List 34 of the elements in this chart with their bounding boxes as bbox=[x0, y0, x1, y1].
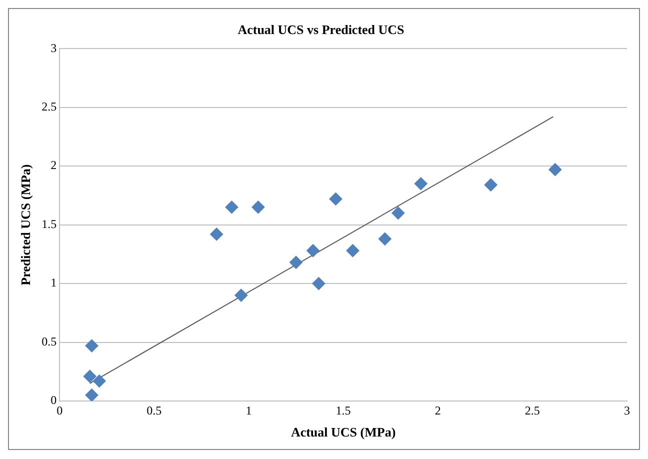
point bbox=[290, 256, 303, 269]
x-tick-label: 1 bbox=[246, 403, 252, 418]
y-tick-label: 3 bbox=[50, 40, 57, 55]
y-tick-label: 1.5 bbox=[42, 216, 57, 231]
point bbox=[252, 200, 265, 214]
y-tick-label: 0 bbox=[50, 393, 57, 408]
y-tick-label: 1 bbox=[50, 276, 57, 290]
chart-title: Actual UCS vs Predicted UCS bbox=[238, 22, 404, 38]
y-tick-label: 2.5 bbox=[42, 99, 57, 114]
y-tick-label: 2 bbox=[50, 158, 57, 172]
x-tick-label: 2.5 bbox=[524, 403, 540, 418]
x-tick-label: 2 bbox=[434, 403, 441, 418]
point bbox=[392, 206, 405, 220]
point bbox=[346, 244, 360, 258]
x-axis-title: Actual UCS (MPa) bbox=[290, 424, 396, 440]
point bbox=[83, 370, 96, 383]
point bbox=[484, 178, 498, 192]
point bbox=[225, 200, 238, 214]
point bbox=[210, 228, 224, 241]
x-tick-label: 1.5 bbox=[336, 403, 351, 418]
point bbox=[306, 244, 320, 258]
point bbox=[312, 277, 326, 290]
point bbox=[548, 163, 562, 176]
point bbox=[378, 232, 392, 246]
point bbox=[329, 192, 342, 206]
point bbox=[92, 374, 106, 388]
y-tick-label: 0.5 bbox=[42, 334, 57, 348]
y-axis-title: Predicted UCS (MPa) bbox=[18, 164, 34, 286]
point bbox=[85, 339, 98, 352]
point bbox=[234, 288, 248, 302]
x-tick-label: 3 bbox=[624, 403, 630, 418]
point bbox=[414, 177, 428, 190]
x-tick-label: 0.5 bbox=[146, 403, 162, 418]
point bbox=[85, 388, 98, 401]
